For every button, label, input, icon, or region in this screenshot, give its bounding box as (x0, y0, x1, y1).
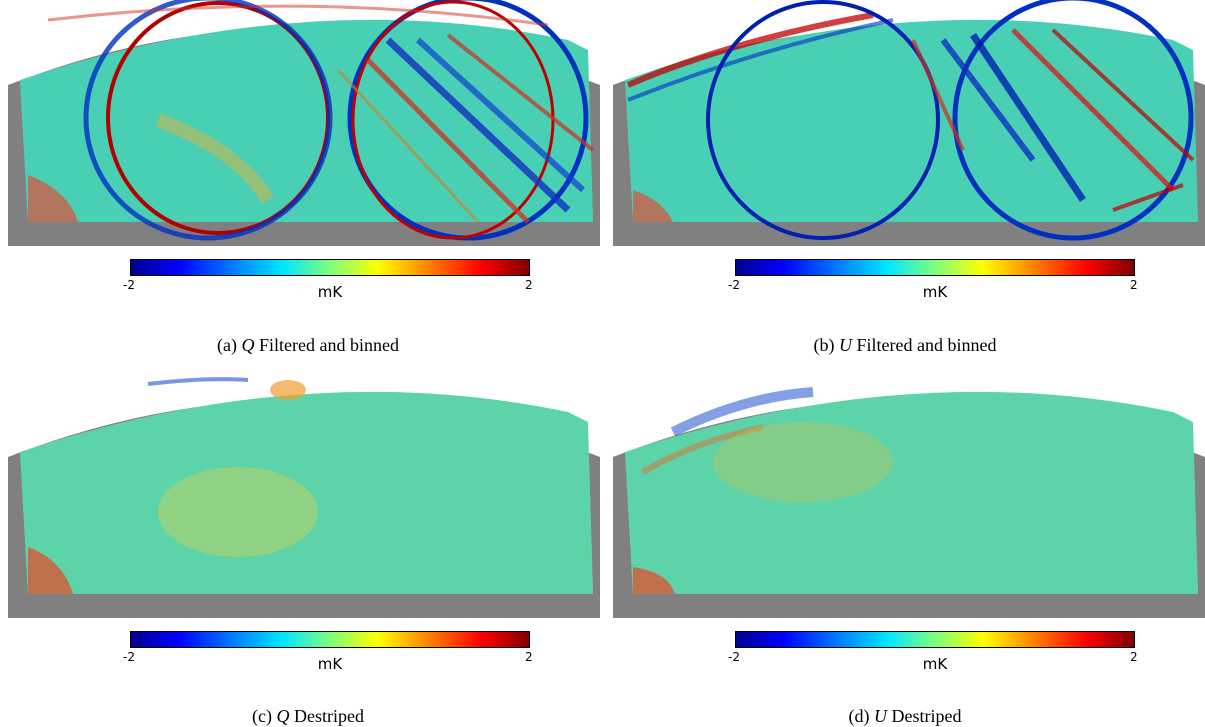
colorbar-c-max: 2 (525, 650, 533, 664)
colorbar-d-max: 2 (1130, 650, 1138, 664)
sky-map-u-destriped (613, 387, 1205, 618)
colorbar-b-max: 2 (1130, 278, 1138, 292)
colorbar-c-unit: mK (317, 655, 343, 673)
colorbar-a-unit: mK (317, 283, 343, 301)
colorbar-b-min: -2 (728, 278, 740, 292)
colorbar-c-min: -2 (123, 650, 135, 664)
colorbar-b (735, 259, 1135, 276)
caption-d: (d) U Destriped (848, 706, 962, 726)
colorbar-a (130, 259, 530, 276)
sky-map-u-filtered (613, 0, 1205, 246)
colorbar-a-min: -2 (123, 278, 135, 292)
caption-a: (a) Q Filtered and binned (217, 335, 399, 355)
colorbar-d (735, 631, 1135, 648)
colorbar-b-unit: mK (922, 283, 948, 301)
caption-b: (b) U Filtered and binned (813, 335, 997, 355)
caption-c: (c) Q Destriped (252, 706, 364, 726)
colorbar-c (130, 631, 530, 648)
colorbar-d-unit: mK (922, 655, 948, 673)
sky-map-q-filtered (8, 0, 600, 246)
sky-map-q-destriped (8, 377, 600, 618)
colorbar-d-min: -2 (728, 650, 740, 664)
colorbar-a-max: 2 (525, 278, 533, 292)
